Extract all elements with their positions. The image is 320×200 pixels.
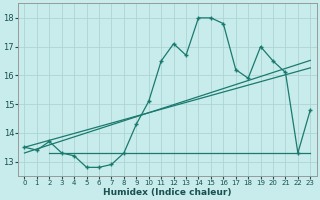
X-axis label: Humidex (Indice chaleur): Humidex (Indice chaleur) [103,188,232,197]
